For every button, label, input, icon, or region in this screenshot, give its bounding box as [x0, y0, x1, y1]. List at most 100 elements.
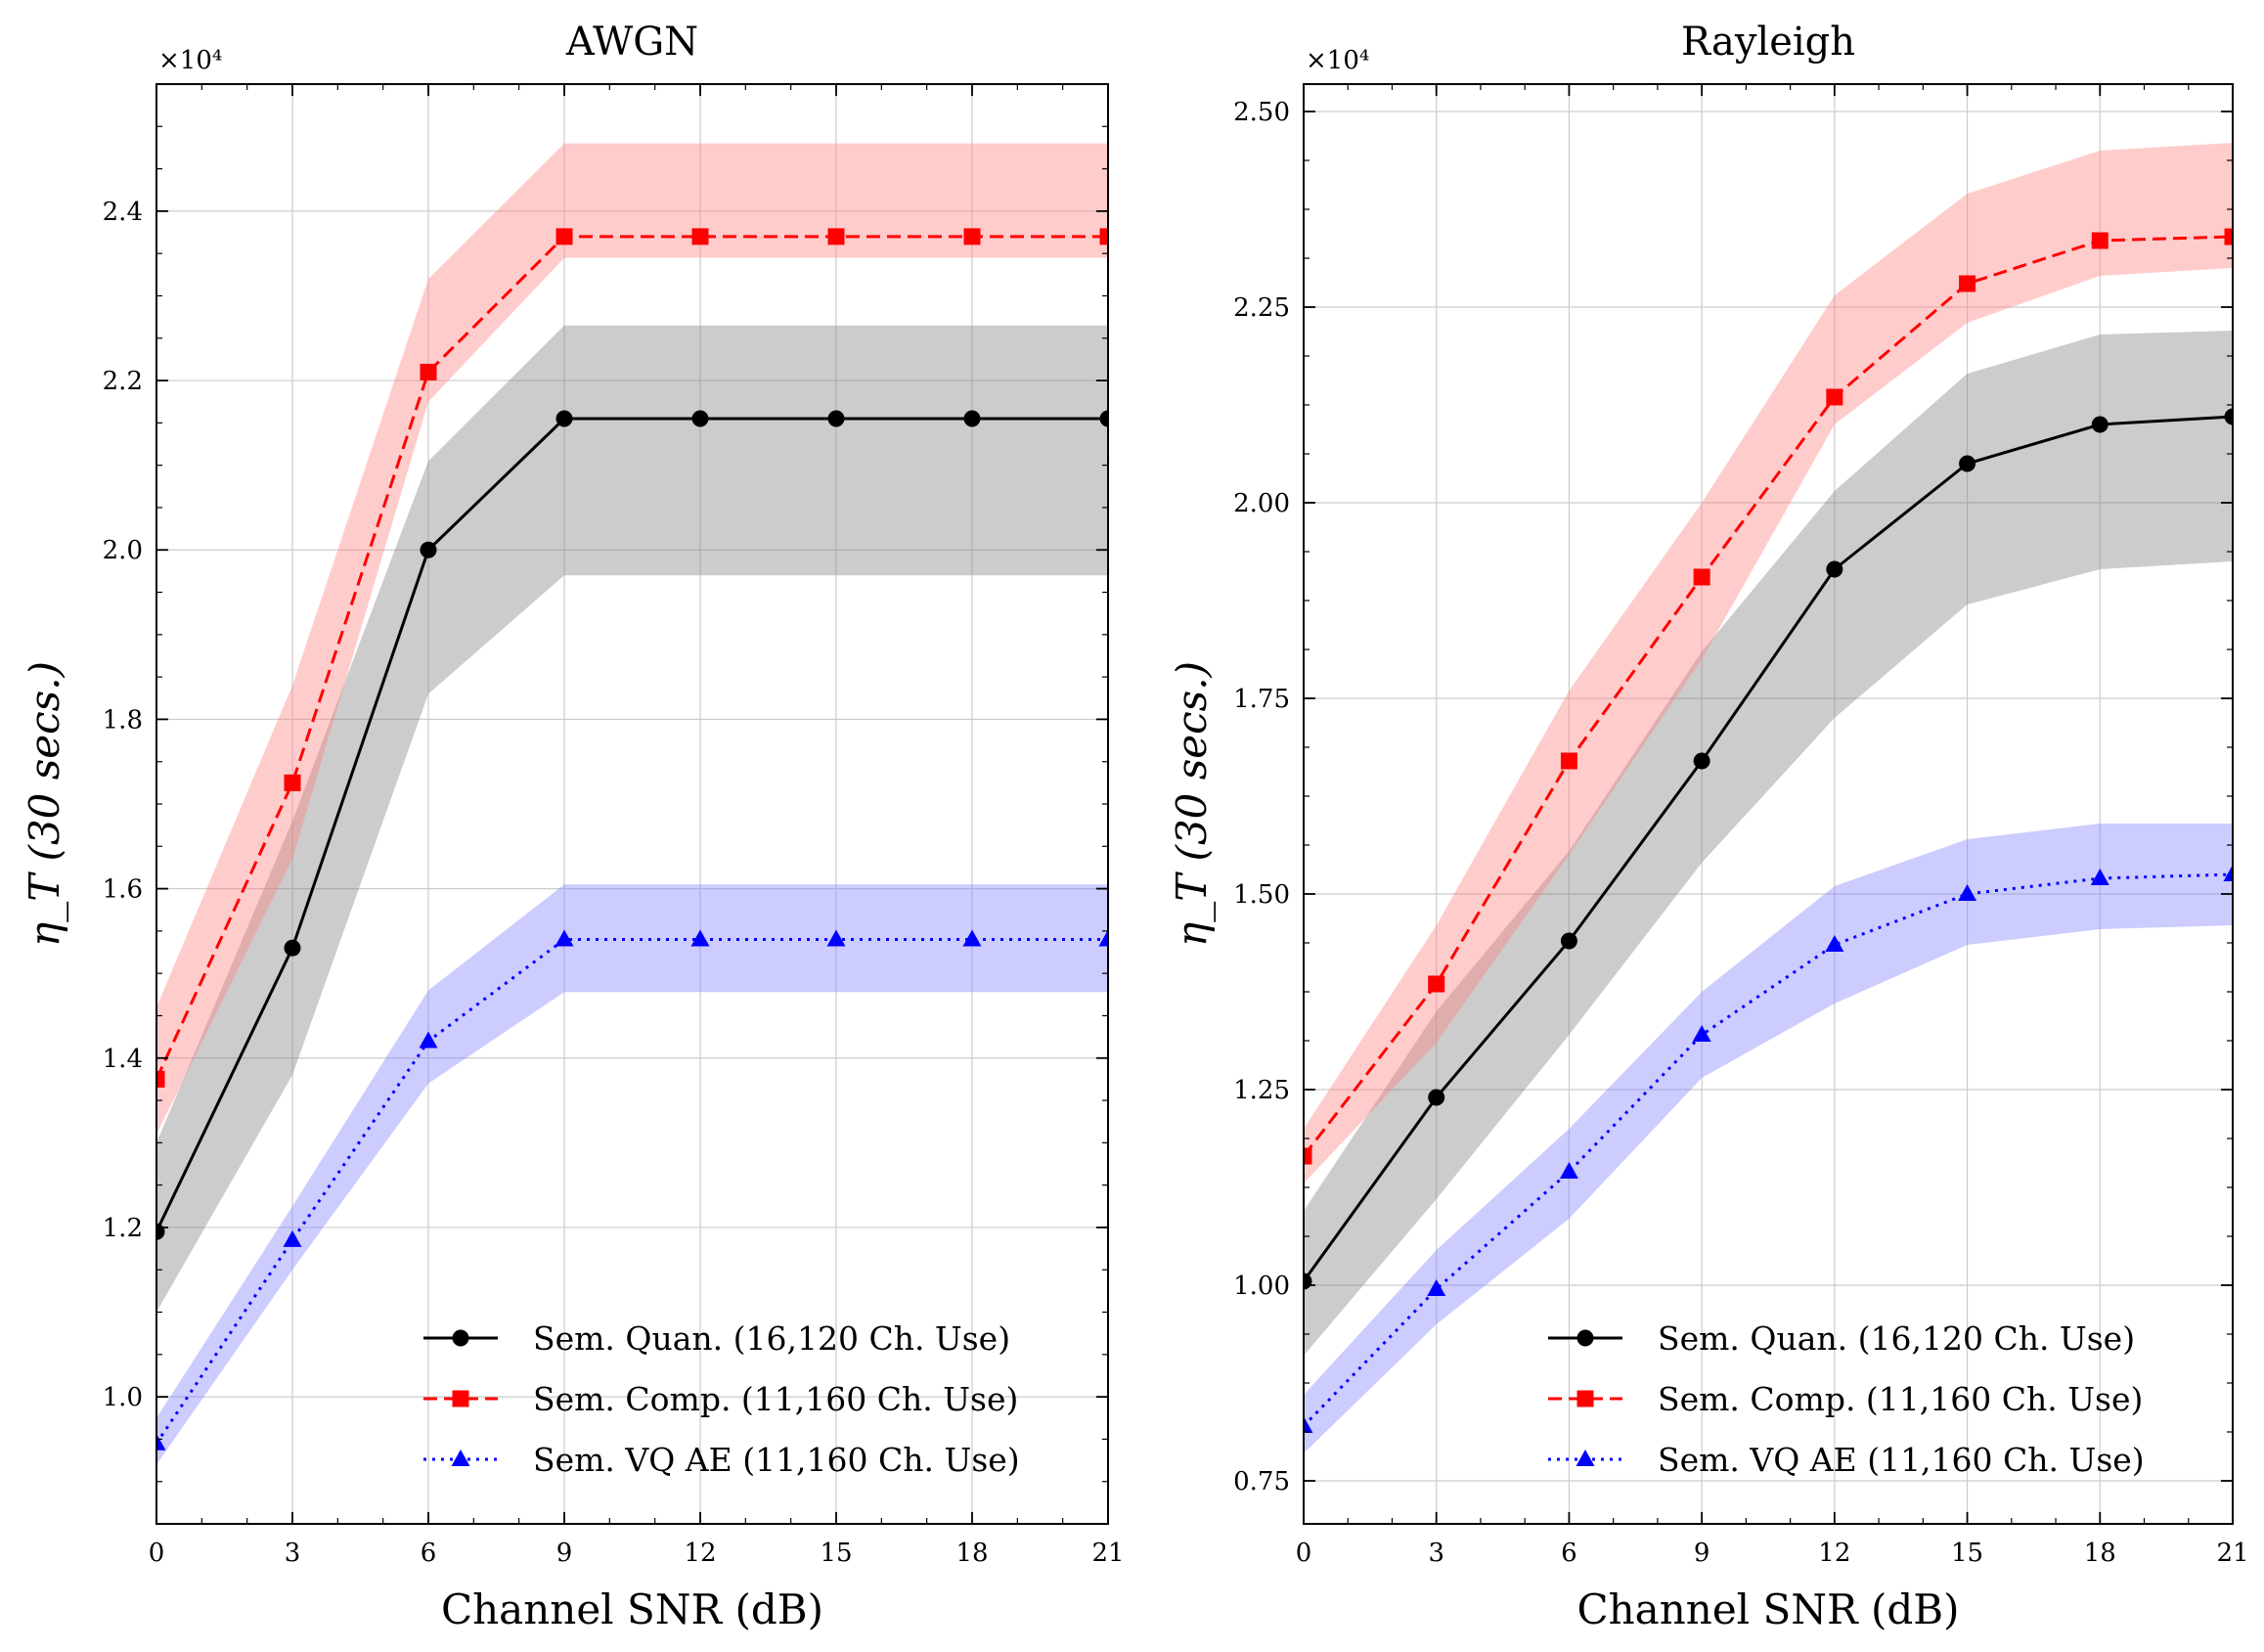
data-point-comp	[827, 228, 845, 246]
panel-awgn: 0 3 6 9 12 15 18 21 1.0 1.2 1.4 1.6 1.8 2.0 2.2 2.4 ×10⁴…	[21, 20, 1125, 1633]
data-point-quan	[963, 410, 981, 427]
data-point-vq	[419, 1031, 438, 1049]
x-tick-label: 12	[1818, 1539, 1850, 1568]
band-vq	[156, 884, 1108, 1465]
legend: Sem. Quan. (16,120 Ch. Use) Sem. Comp. (1…	[423, 1319, 1020, 1479]
legend-label-quan: Sem. Quan. (16,120 Ch. Use)	[533, 1319, 1010, 1358]
series-line-quan	[156, 417, 1108, 1232]
x-axis-label: Channel SNR (dB)	[1577, 1585, 1960, 1633]
data-point-vq	[1958, 884, 1977, 901]
data-point-comp	[1428, 975, 1445, 993]
y-axis-label: η_T (30 secs.)	[1168, 661, 1216, 947]
y-tick-label: 2.4	[103, 198, 143, 227]
y-tick-label: 1.75	[1233, 685, 1290, 714]
y-tick-label: 2.50	[1233, 98, 1290, 127]
band-comp	[156, 143, 1108, 1135]
data-point-comp	[1560, 752, 1577, 770]
x-tick-label: 12	[684, 1539, 716, 1568]
y-tick-label: 1.8	[103, 705, 143, 735]
data-point-comp	[1826, 388, 1843, 406]
y-tick-label: 2.2	[103, 367, 143, 396]
data-point-quan	[2091, 416, 2109, 433]
legend-label-quan: Sem. Quan. (16,120 Ch. Use)	[1658, 1319, 2135, 1358]
data-point-quan	[1826, 560, 1843, 578]
data-point-comp	[963, 228, 981, 246]
y-multiplier-label: ×10⁴	[158, 46, 222, 75]
plot-frame	[155, 83, 1109, 1525]
x-tick-label: 6	[1561, 1539, 1577, 1568]
x-axis-label: Channel SNR (dB)	[441, 1585, 823, 1633]
y-tick-label: 1.6	[103, 875, 143, 905]
x-tick-label: 6	[421, 1539, 437, 1568]
data-point-quan	[827, 410, 845, 427]
x-tick-label: 0	[149, 1539, 165, 1568]
legend-marker-quan	[452, 1329, 469, 1347]
data-point-vq	[1098, 929, 1108, 947]
data-point-vq	[690, 929, 710, 947]
data-point-quan	[420, 541, 437, 558]
x-tick-label: 9	[1694, 1539, 1710, 1568]
legend-label-vq: Sem. VQ AE (11,160 Ch. Use)	[533, 1441, 1020, 1479]
legend-marker-vq	[451, 1450, 470, 1466]
data-point-quan	[284, 939, 301, 957]
x-tick-label: 21	[2216, 1539, 2248, 1568]
data-point-quan	[1428, 1089, 1445, 1106]
x-tick-label: 0	[1296, 1539, 1312, 1568]
legend-label-vq: Sem. VQ AE (11,160 Ch. Use)	[1658, 1441, 2145, 1479]
data-point-quan	[1560, 932, 1577, 950]
data-point-comp	[2091, 232, 2109, 249]
data-point-quan	[691, 410, 709, 427]
plot-frame	[1303, 83, 2234, 1525]
legend: Sem. Quan. (16,120 Ch. Use) Sem. Comp. (1…	[1548, 1319, 2145, 1479]
band-comp	[1304, 143, 2233, 1183]
legend-marker-vq	[1576, 1450, 1595, 1466]
data-point-comp	[156, 1070, 165, 1088]
legend-marker-comp	[452, 1390, 469, 1407]
plot-area	[156, 143, 1108, 1465]
data-point-vq	[1559, 1162, 1578, 1179]
data-point-comp	[1099, 228, 1108, 246]
data-point-vq	[1427, 1279, 1446, 1296]
series-line-quan	[1304, 415, 2233, 1282]
data-point-vq	[962, 929, 982, 947]
data-point-comp	[1304, 1147, 1312, 1165]
legend-label-comp: Sem. Comp. (11,160 Ch. Use)	[533, 1380, 1018, 1418]
band-vq	[1304, 824, 2233, 1453]
x-tick-label: 18	[2084, 1539, 2116, 1568]
data-point-quan	[1693, 752, 1710, 770]
series-line-comp	[1304, 235, 2233, 1157]
y-tick-label: 1.00	[1233, 1272, 1290, 1301]
plot-area	[1304, 143, 2233, 1453]
data-point-vq	[1692, 1025, 1711, 1042]
chart-title: AWGN	[565, 20, 698, 65]
y-tick-label: 1.25	[1233, 1076, 1290, 1105]
band-quan	[156, 325, 1108, 1313]
data-point-comp	[1693, 568, 1710, 586]
series-line-vq	[1304, 872, 2233, 1428]
data-point-vq	[283, 1229, 302, 1247]
y-tick-label: 2.00	[1233, 489, 1290, 518]
y-tick-label: 1.0	[103, 1383, 143, 1412]
panel-rayleigh: 0 3 6 9 12 15 18 21 0.75 1.00 1.25 1.50 1.75 2.00 2.25…	[1168, 20, 2249, 1633]
x-tick-label: 3	[1428, 1539, 1444, 1568]
x-tick-label: 21	[1091, 1539, 1124, 1568]
y-tick-label: 1.4	[103, 1045, 143, 1074]
data-point-quan	[1959, 455, 1976, 472]
data-point-vq	[2090, 869, 2109, 885]
data-point-vq	[826, 929, 846, 947]
data-point-quan	[555, 410, 573, 427]
data-point-vq	[156, 1433, 166, 1451]
x-tick-label: 15	[820, 1539, 852, 1568]
y-tick-label: 2.0	[103, 536, 143, 565]
series-line-comp	[156, 235, 1108, 1081]
y-tick-label: 1.50	[1233, 880, 1290, 910]
data-point-quan	[2224, 408, 2233, 425]
band-quan	[1304, 331, 2233, 1356]
y-axis-label: η_T (30 secs.)	[21, 661, 68, 947]
data-point-vq	[555, 929, 574, 947]
y-tick-label: 2.25	[1233, 293, 1290, 323]
data-point-vq	[2223, 865, 2233, 881]
data-point-comp	[555, 228, 573, 246]
data-point-comp	[691, 228, 709, 246]
y-tick-label: 1.2	[103, 1214, 143, 1243]
